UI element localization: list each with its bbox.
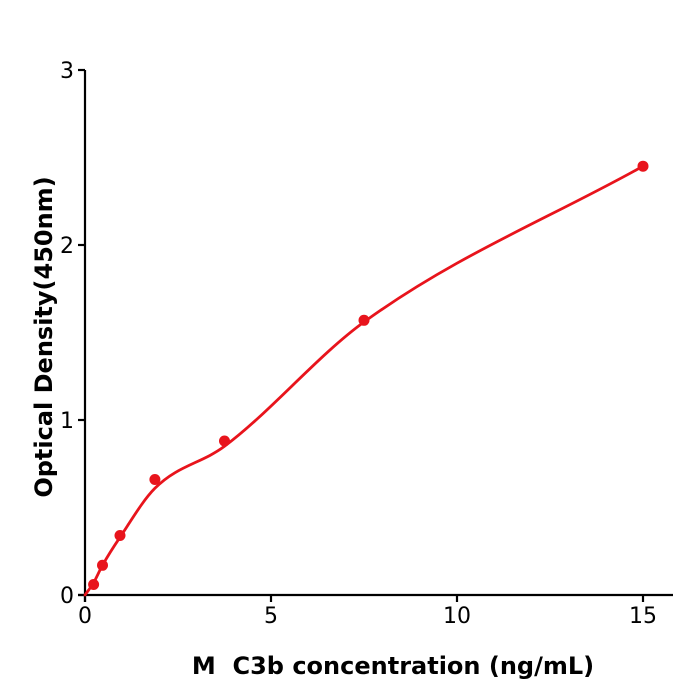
x-tick-label: 10: [443, 604, 471, 629]
data-point: [358, 314, 370, 326]
data-point: [637, 160, 649, 172]
y-tick-label: 2: [60, 234, 74, 259]
data-point: [97, 559, 108, 571]
data-point: [149, 474, 161, 485]
y-tick-label: 1: [60, 409, 74, 434]
x-tick-label: 15: [629, 604, 657, 629]
y-tick-label: 3: [60, 59, 74, 84]
fit-curve: [83, 164, 645, 597]
x-tick-label: 0: [78, 604, 92, 629]
y-tick-label: 0: [60, 584, 74, 609]
x-axis-title: M C3b concentration (ng/mL): [191, 652, 595, 680]
data-point: [88, 579, 100, 590]
x-tick-label: 5: [264, 604, 278, 629]
data-point: [219, 435, 230, 447]
data-point: [114, 530, 126, 541]
y-axis-title: Optical Density(450nm): [30, 176, 58, 498]
